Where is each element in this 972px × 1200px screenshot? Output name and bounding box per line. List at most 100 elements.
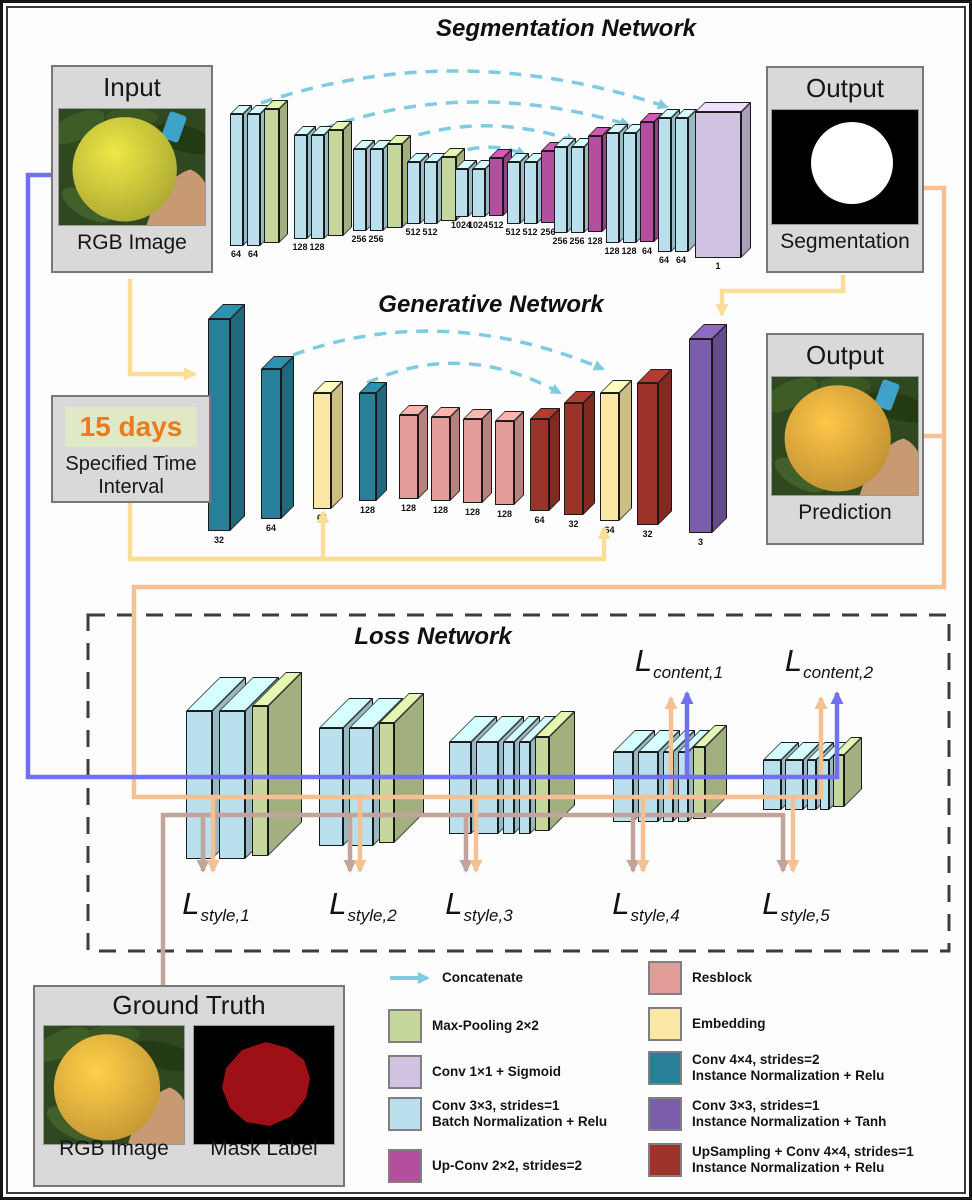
seg-conv-block (370, 149, 383, 231)
legend-item: Conv 3×3, strides=1 Batch Normalization … (388, 1097, 607, 1131)
legend-label: Resblock (692, 970, 753, 985)
seg-conv-block (571, 147, 584, 233)
input-box-title: Input (103, 72, 161, 102)
channel-label: 1 (715, 261, 721, 271)
seg-conv-block (623, 133, 636, 243)
loss-conv-block (638, 752, 658, 822)
seg-conv-block (606, 133, 619, 243)
channel-label: 128 (464, 507, 481, 517)
loss-conv-block (476, 742, 498, 834)
segmentation-mask-image (768, 109, 922, 225)
legend-color-swatch (388, 1149, 422, 1183)
legend-label: Up-Conv 2×2, strides=2 (432, 1158, 583, 1173)
channel-label: 64 (247, 249, 258, 259)
legend-item: Conv 3×3, strides=1 Instance Normalizati… (648, 1097, 886, 1131)
gen-embedding-block (600, 393, 619, 521)
seg-upconv-block (489, 158, 503, 216)
loss-network-title: Loss Network (354, 623, 512, 650)
seg-pool-block-side (343, 121, 352, 236)
legend-color-swatch (648, 1097, 682, 1131)
seg-upconv-block (640, 122, 654, 242)
legend-item: Up-Conv 2×2, strides=2 (388, 1149, 582, 1183)
style-loss-label-1: Lstyle,1 (182, 886, 250, 925)
channel-label: 64 (534, 515, 545, 525)
segmentation-output-caption: Segmentation (780, 230, 910, 253)
loss-conv-block (186, 711, 212, 859)
seg-upconv-block (588, 136, 602, 232)
seg-pool-block (387, 144, 402, 228)
gen-embedding-block (313, 393, 331, 509)
channel-label: 128 (587, 236, 603, 246)
prediction-output-box: Output Prediction (762, 333, 932, 545)
legend-color-swatch (388, 1097, 422, 1131)
style-loss-label-2: Lstyle,2 (329, 886, 397, 925)
input-box: Input RGB Image (49, 65, 219, 273)
gen-conv-in-relu-block (208, 319, 230, 531)
gen-resblock-block (431, 417, 450, 501)
gen-resblock-block (463, 419, 482, 503)
legend-label: Embedding (692, 1016, 766, 1031)
channel-label: 64 (604, 525, 615, 535)
legend-item: Concatenate (388, 961, 523, 995)
legend-label: Max-Pooling 2×2 (432, 1018, 539, 1033)
loss-pool-block (693, 747, 705, 819)
legend-item: Max-Pooling 2×2 (388, 1009, 539, 1043)
ground-truth-box: Ground Truth RGB Image Mask Label (33, 985, 345, 1187)
ground-truth-mask-caption: Mask Label (210, 1137, 318, 1160)
gen-conv-in-tanh-block (689, 339, 712, 533)
mask-label-image (193, 1025, 335, 1145)
gen-resblock-block-side (418, 405, 428, 499)
seg-pool-block-side (279, 100, 288, 243)
gen-upsampling-block-side (658, 369, 672, 525)
gen-conv-in-relu-block (359, 393, 376, 501)
seg-conv-block (472, 169, 485, 217)
seg-conv-block (507, 162, 520, 224)
legend-label: Conv 1×1 + Sigmoid (432, 1064, 562, 1079)
legend-color-swatch (388, 1009, 422, 1043)
loss-pool-block (833, 755, 844, 807)
gen-conv-in-relu-block-side (230, 304, 245, 531)
time-interval-caption: Specified Time Interval (65, 453, 197, 498)
gen-embedding-block-side (331, 381, 343, 509)
ground-truth-title: Ground Truth (112, 990, 266, 1020)
gen-resblock-block (495, 421, 514, 505)
gen-conv-in-relu-block-side (376, 382, 387, 501)
legend-color-swatch (648, 1007, 682, 1041)
channel-label: 128 (359, 505, 376, 515)
content-loss-label-2: Lcontent,2 (784, 643, 874, 682)
loss-conv-block (349, 728, 373, 846)
loss-conv-block (678, 752, 688, 822)
seg-conv-block (455, 169, 468, 217)
gen-embedding-block-side (619, 380, 632, 521)
loss-pool-block (535, 737, 549, 831)
legend-color-swatch (648, 1143, 682, 1177)
seg-conv-block (353, 149, 366, 231)
generative-network-title: Generative Network (378, 291, 604, 318)
legend-item: Conv 1×1 + Sigmoid (388, 1055, 561, 1089)
loss-conv-block (219, 711, 245, 859)
seg-pool-block (328, 130, 343, 236)
input-box-caption: RGB Image (77, 231, 187, 254)
seg-output-conv-block (695, 112, 741, 258)
seg-conv-block (658, 118, 671, 252)
gen-upsampling-block (564, 403, 583, 515)
gen-resblock-block-side (514, 411, 524, 505)
channel-label: 128 (400, 503, 417, 513)
seg-pool-block (264, 109, 279, 243)
ground-truth-rgb-caption: RGB Image (59, 1137, 169, 1160)
gen-upsampling-block-side (583, 391, 595, 515)
gen-resblock-block (399, 415, 418, 499)
loss-conv-block (503, 742, 514, 834)
gen-conv-in-tanh-block-side (712, 324, 727, 533)
concatenate-arc (322, 100, 631, 131)
legend-label: Conv 3×3, strides=1 Batch Normalization … (432, 1098, 608, 1129)
style-loss-label-4: Lstyle,4 (612, 886, 680, 925)
prediction-output-title: Output (805, 340, 885, 370)
channel-label: 64 (316, 513, 327, 523)
seg-output-conv-block-side (741, 102, 751, 258)
seg-conv-block (554, 147, 567, 233)
segmentation-output-title: Output (805, 73, 885, 103)
loss-conv-block (519, 742, 530, 834)
seg-pool-block (441, 157, 456, 221)
